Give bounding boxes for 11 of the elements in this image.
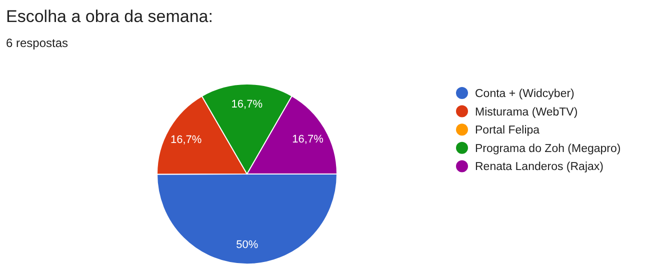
legend-label: Misturama (WebTV) (475, 106, 578, 118)
data-label: 16,7% (231, 98, 263, 111)
legend-label: Conta + (Widcyber) (475, 88, 575, 100)
text: 6 respostas (6, 36, 68, 50)
legend-label: Portal Felipa (475, 124, 540, 137)
legend-label: Programa do Zoh (Megapro) (475, 142, 621, 155)
legend-label: Renata Landeros (Rajax) (475, 161, 604, 174)
chart-title: Escolha a obra da semana: (6, 7, 213, 26)
data-label: 50% (236, 239, 258, 252)
data-label: 16,7% (292, 134, 324, 146)
data-label: 16,7% (170, 134, 202, 146)
